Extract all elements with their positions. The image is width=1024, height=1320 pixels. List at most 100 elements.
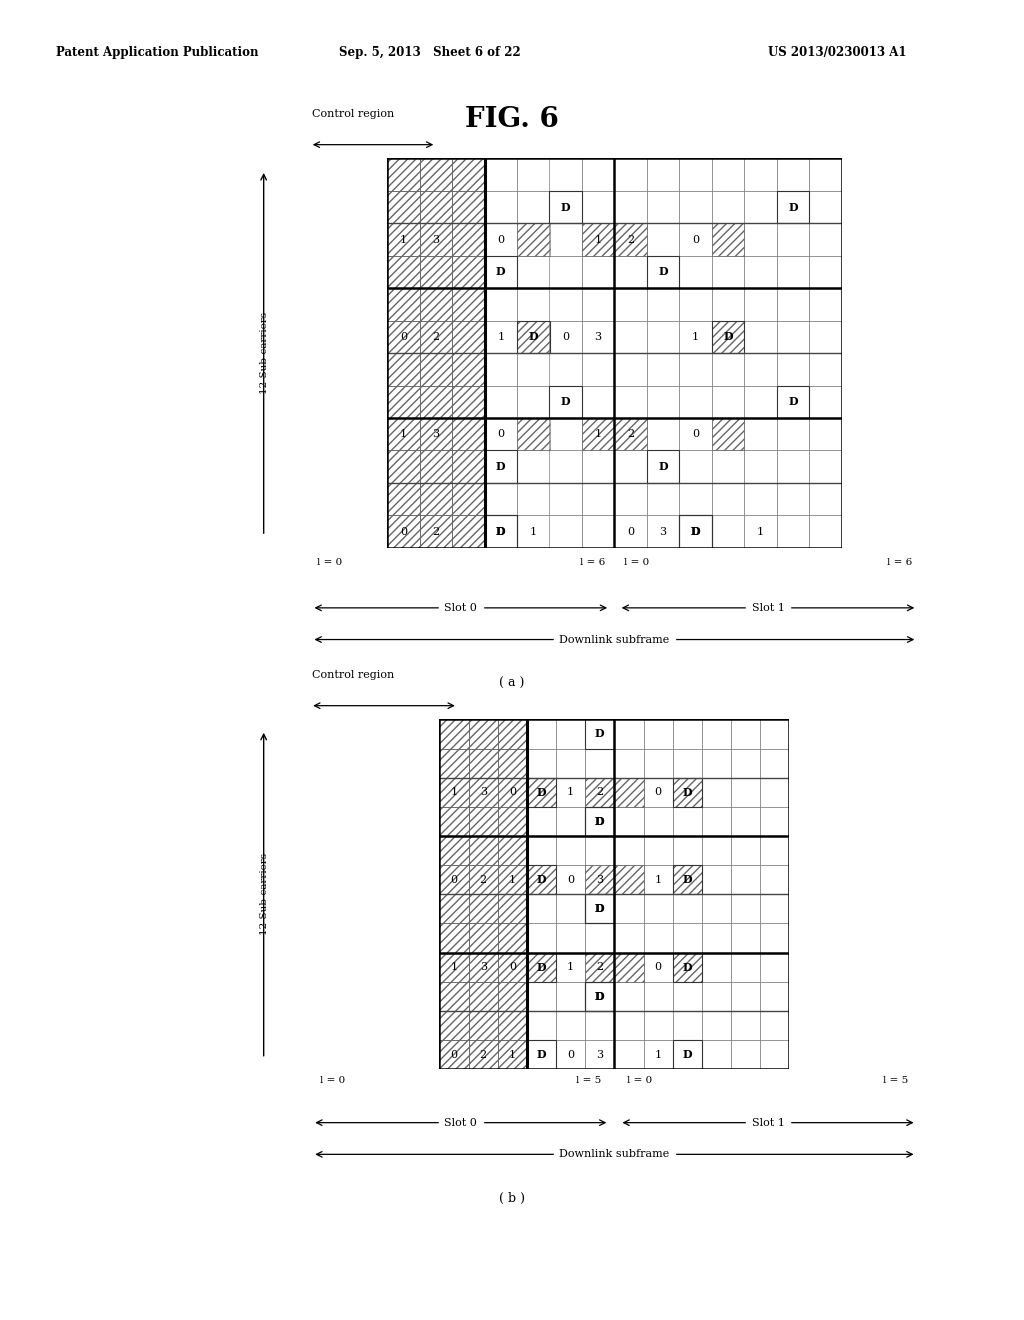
Bar	[469, 836, 498, 865]
Text: 3: 3	[595, 331, 602, 342]
Bar	[679, 223, 712, 256]
Bar	[712, 321, 744, 354]
Bar	[744, 256, 776, 288]
Bar	[614, 748, 643, 777]
Text: l = 5: l = 5	[577, 1077, 601, 1085]
Text: D: D	[595, 816, 604, 826]
Bar	[387, 321, 420, 354]
Bar	[469, 1040, 498, 1069]
Text: D: D	[537, 874, 547, 886]
Bar	[527, 777, 556, 807]
Bar	[744, 158, 776, 191]
Bar	[744, 321, 776, 354]
Text: D: D	[682, 962, 692, 973]
Text: 1: 1	[757, 527, 764, 536]
Bar	[809, 418, 842, 450]
Text: D: D	[595, 903, 604, 915]
Bar	[712, 321, 744, 354]
Text: ( b ): ( b )	[499, 1192, 525, 1205]
Text: 0: 0	[451, 1049, 458, 1060]
Bar	[550, 191, 582, 223]
Text: 1: 1	[451, 962, 458, 972]
Bar	[469, 982, 498, 1011]
Bar	[556, 777, 586, 807]
Bar	[484, 515, 517, 548]
Bar	[809, 256, 842, 288]
Text: 3: 3	[659, 527, 667, 536]
Bar	[776, 191, 809, 223]
Bar	[469, 982, 498, 1011]
Bar	[582, 418, 614, 450]
Bar	[679, 385, 712, 418]
Bar	[586, 748, 614, 777]
Bar	[586, 982, 614, 1011]
Bar	[731, 924, 760, 953]
Bar	[387, 288, 420, 321]
Bar	[731, 1011, 760, 1040]
Bar	[614, 450, 647, 483]
Bar	[439, 1011, 469, 1040]
Bar	[647, 223, 679, 256]
Bar	[679, 321, 712, 354]
Bar	[556, 895, 586, 924]
Bar	[420, 191, 453, 223]
Bar	[760, 895, 790, 924]
Bar	[582, 288, 614, 321]
Bar	[809, 354, 842, 385]
Bar	[484, 450, 517, 483]
Bar	[453, 223, 484, 256]
Bar	[498, 953, 527, 982]
Bar	[550, 191, 582, 223]
Text: 0: 0	[498, 235, 505, 244]
Bar	[701, 1040, 731, 1069]
Bar	[673, 836, 701, 865]
Bar	[647, 256, 679, 288]
Bar	[517, 321, 550, 354]
Bar	[586, 895, 614, 924]
Text: US 2013/0230013 A1: US 2013/0230013 A1	[768, 46, 906, 59]
Bar	[469, 1011, 498, 1040]
Bar	[731, 865, 760, 895]
Bar	[744, 515, 776, 548]
Bar	[387, 483, 420, 515]
Bar	[387, 418, 420, 450]
Bar	[586, 807, 614, 836]
Bar	[809, 385, 842, 418]
Bar	[453, 483, 484, 515]
Bar	[776, 483, 809, 515]
Bar	[484, 418, 517, 450]
Bar	[647, 483, 679, 515]
Bar	[614, 483, 647, 515]
Bar	[701, 982, 731, 1011]
Bar	[527, 982, 556, 1011]
Bar	[679, 515, 712, 548]
Text: 3: 3	[596, 1049, 603, 1060]
Bar	[586, 807, 614, 836]
Bar	[701, 924, 731, 953]
Bar	[517, 354, 550, 385]
Bar	[614, 158, 647, 191]
Bar	[679, 450, 712, 483]
Bar	[614, 256, 647, 288]
Bar	[387, 385, 420, 418]
Bar	[469, 924, 498, 953]
Bar	[420, 450, 453, 483]
Bar	[387, 158, 420, 191]
Bar	[387, 191, 420, 223]
Bar	[484, 191, 517, 223]
Bar	[420, 256, 453, 288]
Bar	[679, 191, 712, 223]
Bar	[439, 982, 469, 1011]
Bar	[469, 807, 498, 836]
Text: 0: 0	[451, 875, 458, 884]
Bar	[387, 256, 420, 288]
Text: FIG. 6: FIG. 6	[465, 106, 559, 132]
Bar	[469, 719, 498, 748]
Bar	[439, 719, 469, 748]
Bar	[484, 515, 517, 548]
Bar	[517, 223, 550, 256]
Bar	[776, 158, 809, 191]
Bar	[614, 719, 643, 748]
Bar	[586, 865, 614, 895]
Bar	[556, 982, 586, 1011]
